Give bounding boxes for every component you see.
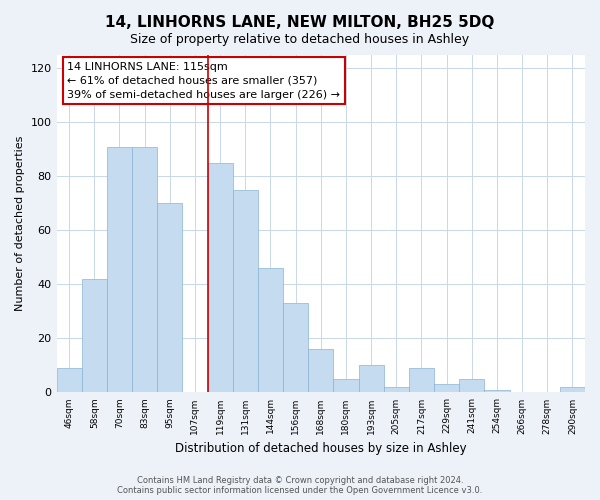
- Text: Size of property relative to detached houses in Ashley: Size of property relative to detached ho…: [130, 32, 470, 46]
- Bar: [308, 349, 334, 393]
- Bar: [132, 147, 157, 392]
- Y-axis label: Number of detached properties: Number of detached properties: [15, 136, 25, 312]
- Bar: [157, 204, 182, 392]
- Bar: [56, 368, 82, 392]
- Bar: [484, 390, 509, 392]
- Bar: [459, 379, 484, 392]
- Bar: [383, 387, 409, 392]
- Bar: [409, 368, 434, 392]
- Bar: [334, 379, 359, 392]
- Bar: [233, 190, 258, 392]
- Bar: [208, 163, 233, 392]
- Text: 14, LINHORNS LANE, NEW MILTON, BH25 5DQ: 14, LINHORNS LANE, NEW MILTON, BH25 5DQ: [106, 15, 494, 30]
- Text: 14 LINHORNS LANE: 115sqm
← 61% of detached houses are smaller (357)
39% of semi-: 14 LINHORNS LANE: 115sqm ← 61% of detach…: [67, 62, 340, 100]
- Bar: [434, 384, 459, 392]
- Bar: [359, 366, 383, 392]
- Bar: [82, 279, 107, 392]
- Bar: [258, 268, 283, 392]
- Text: Contains HM Land Registry data © Crown copyright and database right 2024.
Contai: Contains HM Land Registry data © Crown c…: [118, 476, 482, 495]
- Bar: [107, 147, 132, 392]
- X-axis label: Distribution of detached houses by size in Ashley: Distribution of detached houses by size …: [175, 442, 467, 455]
- Bar: [560, 387, 585, 392]
- Bar: [283, 304, 308, 392]
